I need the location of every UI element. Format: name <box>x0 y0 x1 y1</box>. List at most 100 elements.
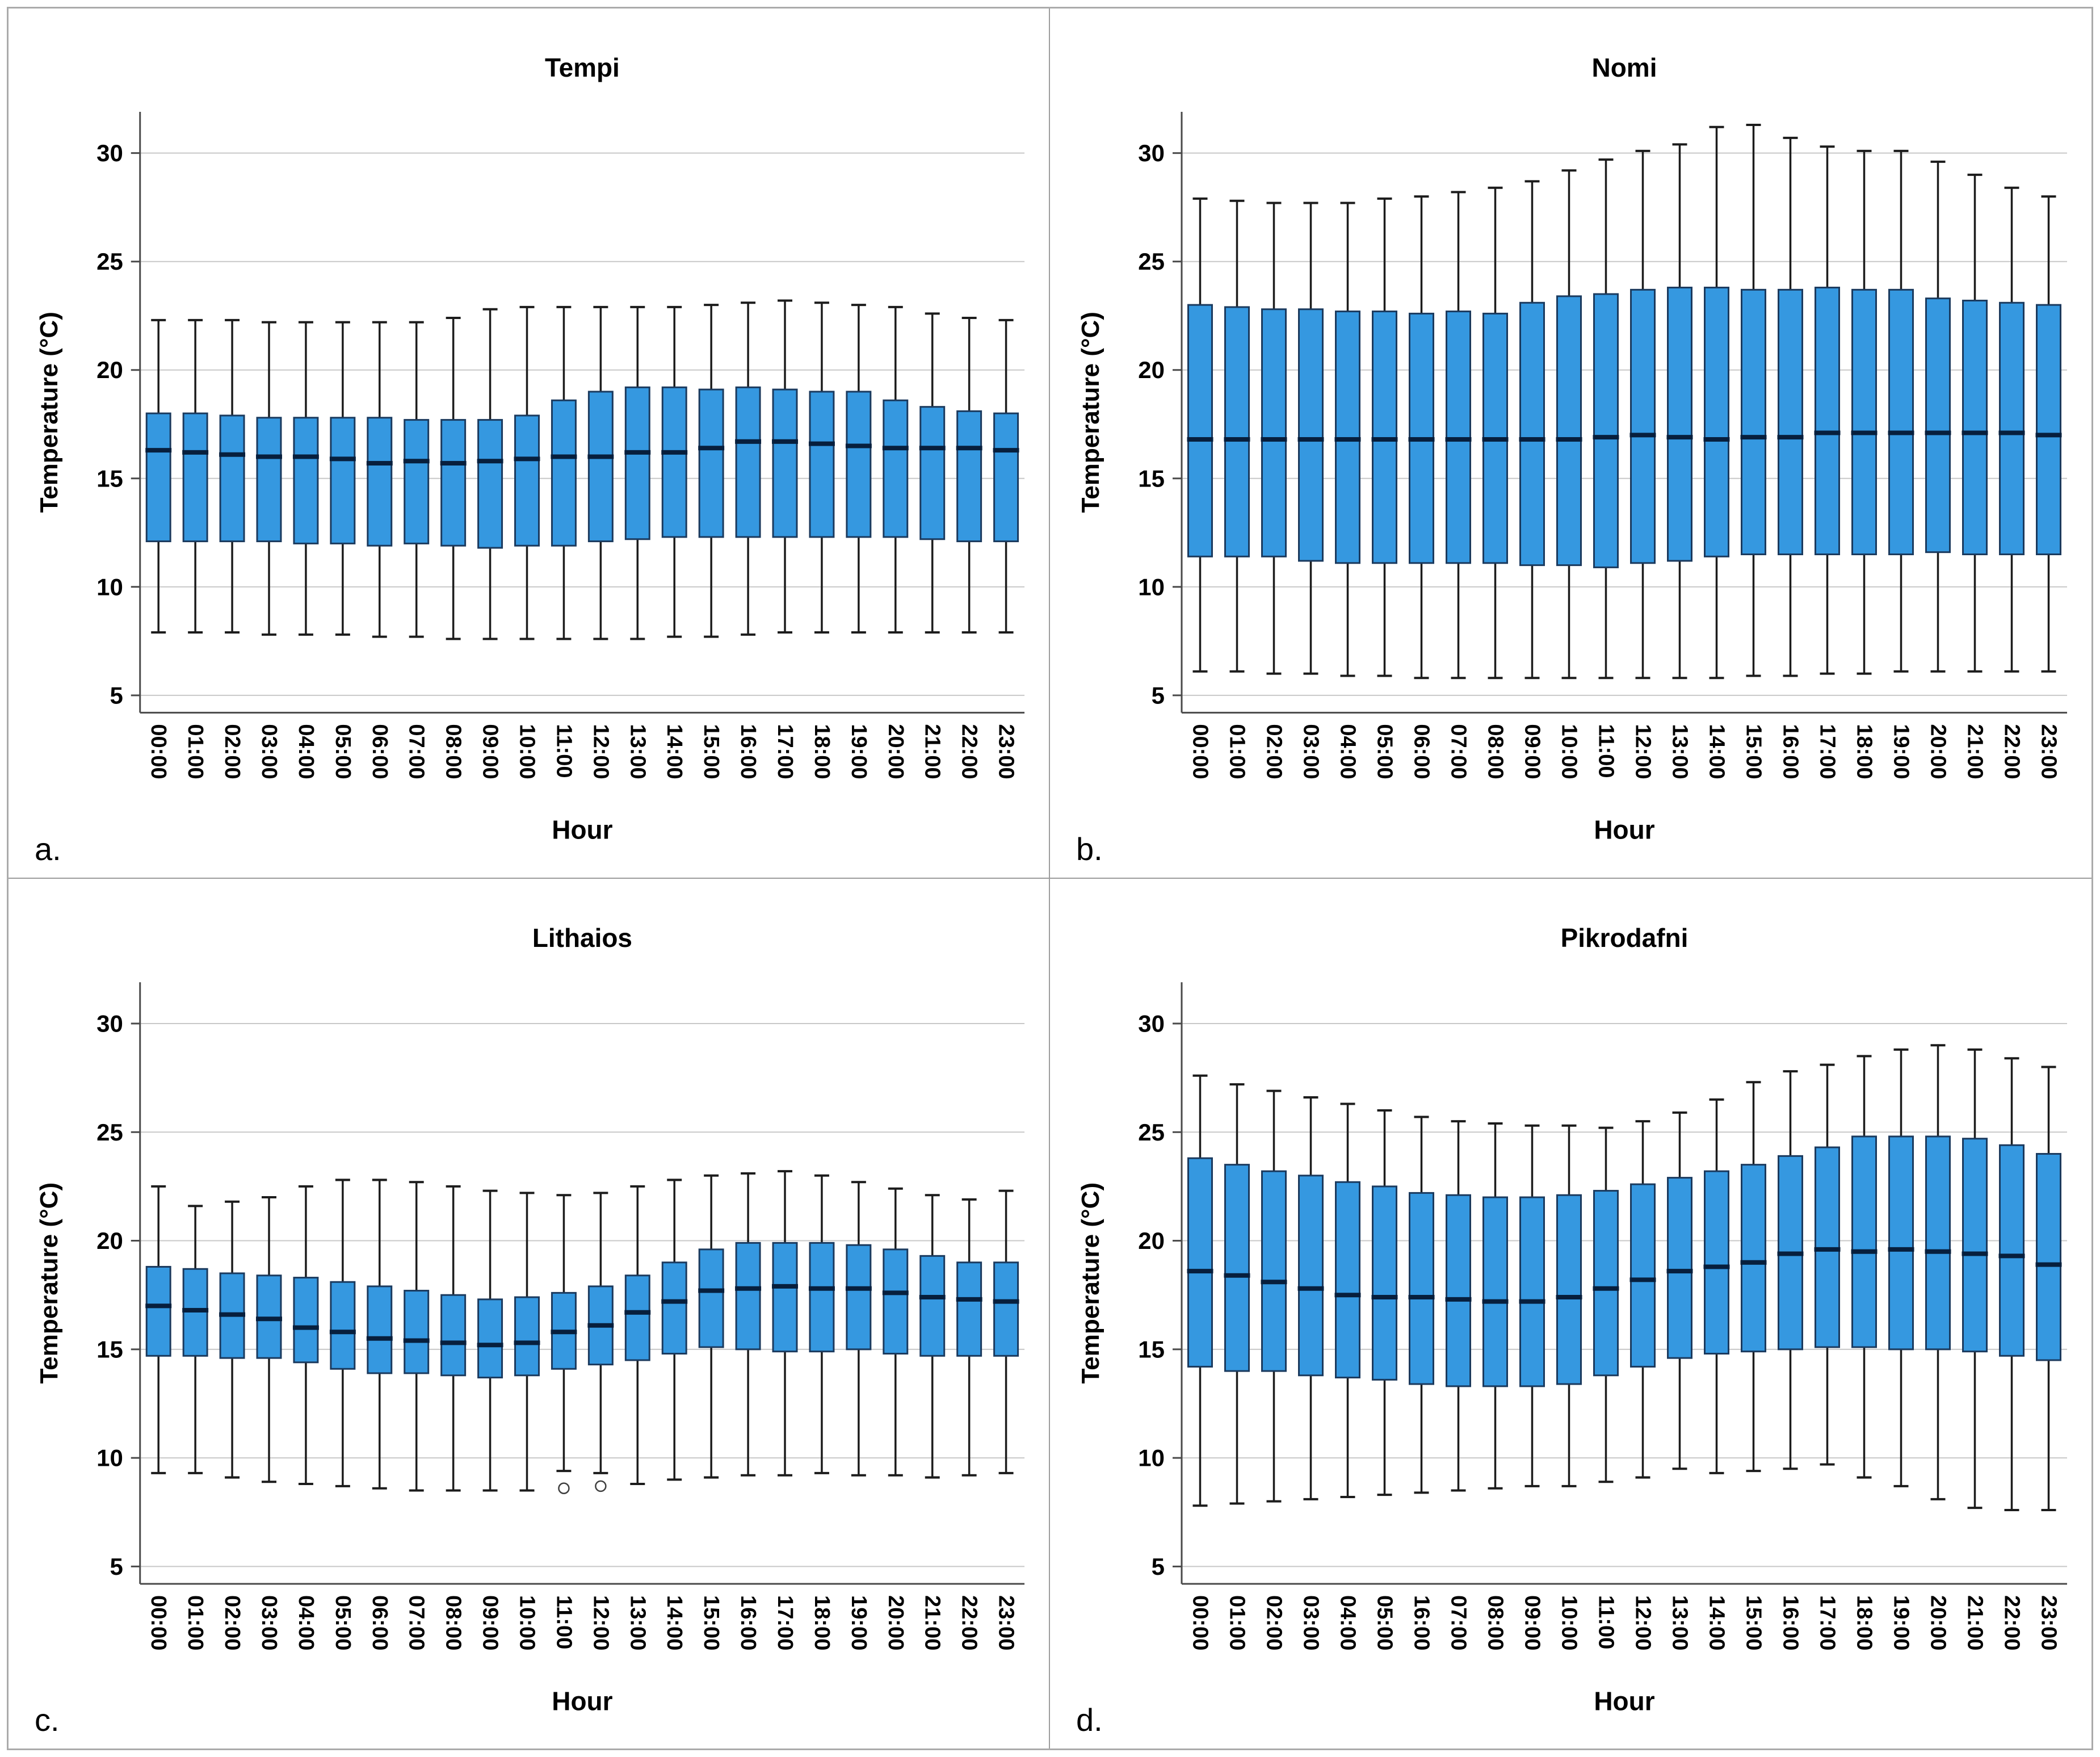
box-plot <box>1445 191 1472 680</box>
iqr-box <box>1187 304 1213 557</box>
box-plot <box>1998 1056 2025 1511</box>
iqr-box <box>477 419 503 549</box>
iqr-box <box>883 1248 909 1355</box>
box-plot <box>1593 1126 1619 1483</box>
box-plot <box>587 1191 614 1492</box>
y-tick-label: 5 <box>1152 682 1165 708</box>
box-plot <box>440 317 467 640</box>
box-plot <box>219 318 246 634</box>
y-tick-label: 30 <box>96 140 123 166</box>
box-plot <box>1224 1083 1250 1504</box>
iqr-box <box>514 414 540 547</box>
y-axis-title: Temperature (°C) <box>1077 1182 1104 1383</box>
y-tick-label: 15 <box>1138 1336 1165 1362</box>
iqr-box <box>551 399 577 547</box>
x-tick-label: 08:00 <box>1484 724 1507 779</box>
iqr-box <box>772 1242 798 1352</box>
iqr-box <box>293 417 319 544</box>
box-plot <box>1408 195 1435 680</box>
box-plot <box>477 308 503 640</box>
x-tick-label: 02:00 <box>220 1595 244 1650</box>
box-plot <box>1187 1074 1213 1507</box>
box-plot <box>2035 195 2062 673</box>
iqr-box <box>367 417 393 547</box>
x-tick-label: 13:00 <box>1668 724 1692 779</box>
x-tick-label: 15:00 <box>1742 724 1766 779</box>
x-tick-label: 20:00 <box>1926 724 1950 779</box>
iqr-box <box>1519 1196 1545 1387</box>
x-tick-label: 02:00 <box>1262 1595 1286 1650</box>
x-tick-label: 02:00 <box>220 724 244 779</box>
x-tick-label: 14:00 <box>1705 724 1729 779</box>
nomi-chart: 5 10 15 20 25 30 00:00 01:00 02:00 03:00 04:00 05:0… <box>1077 53 2067 844</box>
iqr-box <box>587 391 614 543</box>
box-plot <box>661 305 688 638</box>
box-plot <box>329 1178 356 1487</box>
box-plot <box>1519 1124 1545 1487</box>
box-plot <box>1703 1098 1730 1474</box>
box-plot <box>1814 1063 1841 1466</box>
y-tick-label: 10 <box>96 1444 123 1471</box>
panel-letter-d: d. <box>1076 1702 1103 1738</box>
iqr-box <box>735 1242 761 1350</box>
x-tick-label: 22:00 <box>2000 1595 2024 1650</box>
x-tick-label: 06:00 <box>1410 724 1434 779</box>
x-tick-label: 15:00 <box>1742 1595 1766 1650</box>
box-plot <box>993 1189 1019 1474</box>
iqr-box <box>1261 1170 1287 1372</box>
box-plot <box>292 321 319 636</box>
x-tick-label: 14:00 <box>662 1595 686 1650</box>
iqr-box <box>367 1285 393 1374</box>
x-tick-label: 21:00 <box>1963 1595 1987 1650</box>
x-tick-label: 16:00 <box>1410 1595 1434 1650</box>
box-plot <box>1593 158 1619 680</box>
iqr-box <box>1593 1189 1619 1376</box>
iqr-box <box>1224 1163 1250 1372</box>
box-plot <box>624 305 651 640</box>
iqr-box <box>1962 299 1988 555</box>
iqr-box <box>1962 1137 1988 1352</box>
x-tick-label: 03:00 <box>257 1595 281 1650</box>
y-axis-title: Temperature (°C) <box>1077 312 1104 513</box>
x-tick-label: 23:00 <box>2037 724 2061 779</box>
x-tick-label: 23:00 <box>994 1595 1018 1650</box>
iqr-box <box>1704 1170 1729 1355</box>
iqr-box <box>440 419 467 547</box>
y-tick-label: 30 <box>1138 1010 1165 1037</box>
box-plot <box>1629 149 1656 680</box>
x-tick-label: 23:00 <box>994 724 1018 779</box>
x-tick-label: 09:00 <box>1521 1595 1544 1650</box>
temperature-boxplot-figure: 5 10 15 20 25 30 00:00 01:00 02:00 03:00 04:00 05:0… <box>7 7 2093 1750</box>
box-plot <box>1556 1124 1582 1487</box>
x-tick-label: 10:00 <box>1557 1595 1581 1650</box>
box-plot <box>403 321 430 638</box>
iqr-box <box>735 386 761 538</box>
box-plot <box>1334 202 1361 677</box>
iqr-box <box>698 1248 724 1348</box>
x-tick-label: 11:00 <box>1594 1595 1618 1649</box>
iqr-box <box>1372 1185 1397 1381</box>
box-plot <box>845 1180 872 1477</box>
chart-title: Pikrodafni <box>1561 923 1689 953</box>
box-plot <box>698 1174 725 1479</box>
box-plot <box>1998 186 2025 673</box>
y-axis-title: Temperature (°C) <box>35 1182 63 1383</box>
iqr-box <box>1446 1194 1471 1387</box>
iqr-box <box>661 1261 687 1355</box>
y-tick-label: 30 <box>1138 140 1165 166</box>
x-tick-label: 18:00 <box>810 1595 834 1650</box>
box-plot <box>1224 199 1250 673</box>
x-tick-label: 11:00 <box>552 724 576 778</box>
x-tick-label: 10:00 <box>515 1595 539 1650</box>
x-tick-label: 00:00 <box>146 724 170 779</box>
box-plot <box>808 301 835 634</box>
iqr-box <box>404 1289 430 1374</box>
x-tick-label: 12:00 <box>1631 1595 1655 1650</box>
x-tick-label: 19:00 <box>1889 724 1913 779</box>
x-tick-label: 10:00 <box>515 724 539 779</box>
box-plot <box>256 1196 282 1483</box>
x-tick-label: 08:00 <box>1484 1595 1507 1650</box>
iqr-box <box>1778 288 1803 555</box>
iqr-box <box>1704 287 1729 557</box>
iqr-box <box>330 417 356 544</box>
